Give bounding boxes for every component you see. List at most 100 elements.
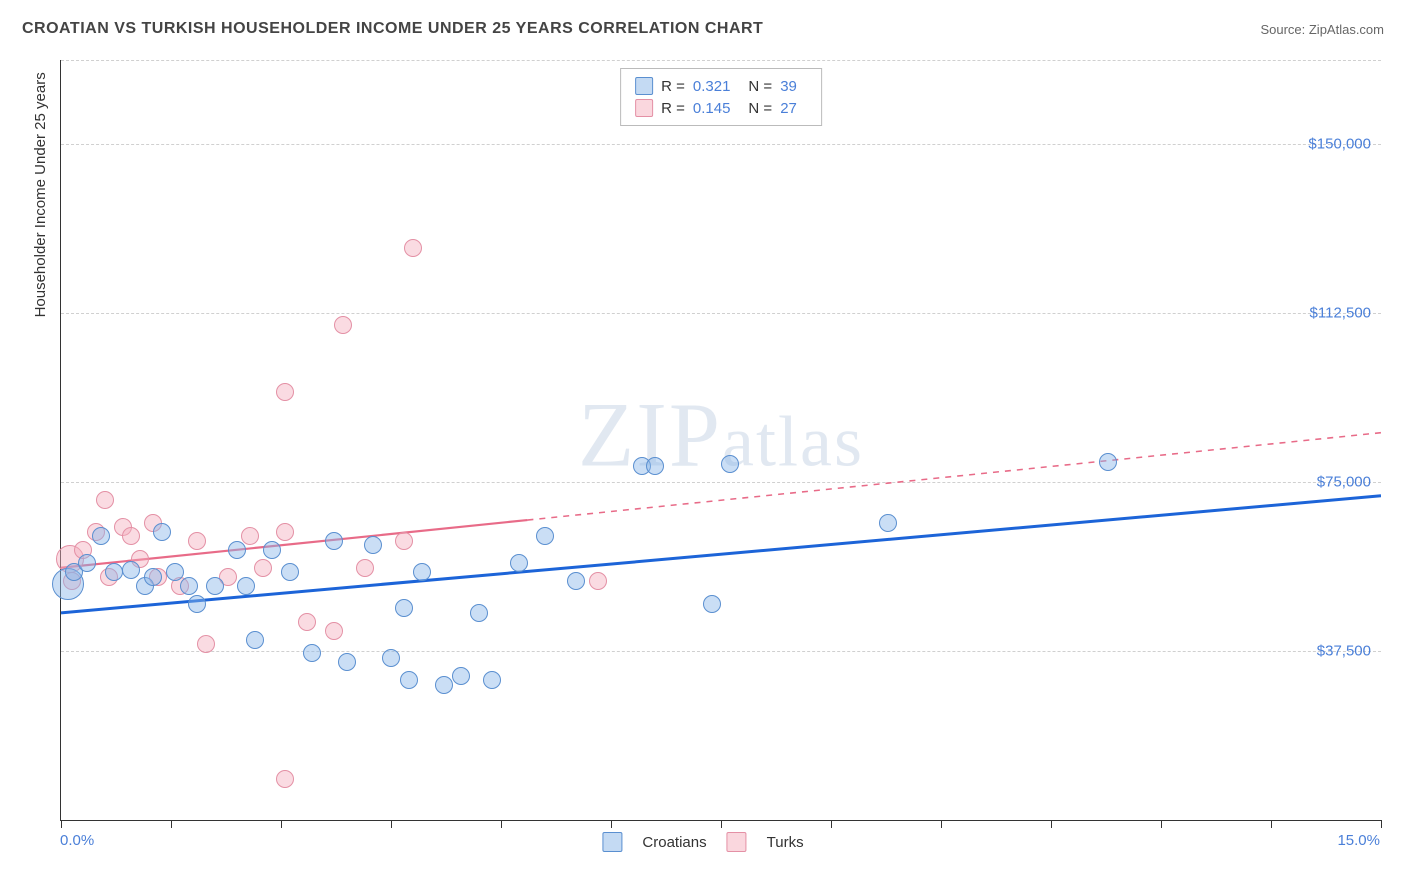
legend-label-croatians: Croatians [642,834,706,851]
data-point-pink [276,383,294,401]
y-tick-label: $37,500 [1317,643,1371,660]
data-point-blue [400,671,418,689]
chart-container: CROATIAN VS TURKISH HOUSEHOLDER INCOME U… [0,0,1406,892]
x-tick [391,820,392,828]
trend-lines [61,60,1381,820]
data-point-blue [263,541,281,559]
r-value: 0.145 [693,100,731,117]
x-tick [611,820,612,828]
source-prefix: Source: [1260,22,1308,37]
data-point-blue [228,541,246,559]
data-point-blue [237,577,255,595]
y-gridline [61,651,1381,652]
data-point-pink [334,316,352,334]
data-point-blue [435,676,453,694]
data-point-blue [510,554,528,572]
x-tick [1381,820,1382,828]
data-point-blue [364,536,382,554]
data-point-pink [356,559,374,577]
data-point-blue [325,532,343,550]
chart-title: CROATIAN VS TURKISH HOUSEHOLDER INCOME U… [22,20,763,38]
x-min-label: 0.0% [60,832,94,849]
legend-swatch-croatians-icon [602,832,622,852]
data-point-pink [298,613,316,631]
legend: Croatians Turks [602,832,803,852]
data-point-blue [703,595,721,613]
data-point-blue [78,554,96,572]
data-point-blue [180,577,198,595]
data-point-blue [413,563,431,581]
y-tick-label: $75,000 [1317,474,1371,491]
data-point-pink [276,523,294,541]
y-tick-label: $112,500 [1310,305,1371,322]
x-tick [1271,820,1272,828]
r-key: R = [661,100,685,117]
swatch-blue-icon [635,77,653,95]
data-point-blue [1099,453,1117,471]
legend-label-turks: Turks [767,834,804,851]
trend-line-dashed [527,433,1381,520]
data-point-pink [325,622,343,640]
data-point-blue [470,604,488,622]
data-point-pink [188,532,206,550]
data-point-blue [395,599,413,617]
data-point-blue [92,527,110,545]
data-point-pink [197,635,215,653]
x-tick [61,820,62,828]
n-value: 27 [780,100,797,117]
data-point-blue [452,667,470,685]
x-tick [171,820,172,828]
x-tick [501,820,502,828]
data-point-blue [122,561,140,579]
data-point-blue [721,455,739,473]
data-point-blue [879,514,897,532]
x-max-label: 15.0% [1337,832,1380,849]
n-key: N = [748,100,772,117]
x-tick [281,820,282,828]
r-key: R = [661,78,685,95]
data-point-blue [382,649,400,667]
data-point-pink [96,491,114,509]
data-point-blue [303,644,321,662]
data-point-blue [536,527,554,545]
source-attribution: Source: ZipAtlas.com [1260,22,1384,37]
watermark-text: ZIPatlas [578,382,864,488]
data-point-blue [144,568,162,586]
data-point-pink [395,532,413,550]
plot-area: ZIPatlas R = 0.321 N = 39 R = 0.145 N = … [60,60,1381,821]
data-point-pink [589,572,607,590]
data-point-pink [404,239,422,257]
data-point-blue [188,595,206,613]
y-gridline [61,482,1381,483]
data-point-pink [122,527,140,545]
x-tick [941,820,942,828]
swatch-pink-icon [635,99,653,117]
r-value: 0.321 [693,78,731,95]
x-tick [721,820,722,828]
y-gridline [61,313,1381,314]
source-name: ZipAtlas.com [1309,22,1384,37]
data-point-blue [105,563,123,581]
data-point-blue [246,631,264,649]
correlation-stats-box: R = 0.321 N = 39 R = 0.145 N = 27 [620,68,822,126]
stats-row-croatians: R = 0.321 N = 39 [635,75,807,97]
data-point-blue [153,523,171,541]
x-tick [1161,820,1162,828]
trend-line-solid [61,496,1381,613]
data-point-blue [281,563,299,581]
n-value: 39 [780,78,797,95]
y-gridline [61,144,1381,145]
data-point-blue [338,653,356,671]
data-point-blue [646,457,664,475]
x-tick [831,820,832,828]
y-gridline [61,60,1381,61]
data-point-blue [206,577,224,595]
stats-row-turks: R = 0.145 N = 27 [635,97,807,119]
y-axis-title: Householder Income Under 25 years [32,72,49,317]
x-tick [1051,820,1052,828]
data-point-pink [241,527,259,545]
data-point-pink [276,770,294,788]
legend-swatch-turks-icon [727,832,747,852]
y-tick-label: $150,000 [1308,136,1371,153]
data-point-pink [254,559,272,577]
